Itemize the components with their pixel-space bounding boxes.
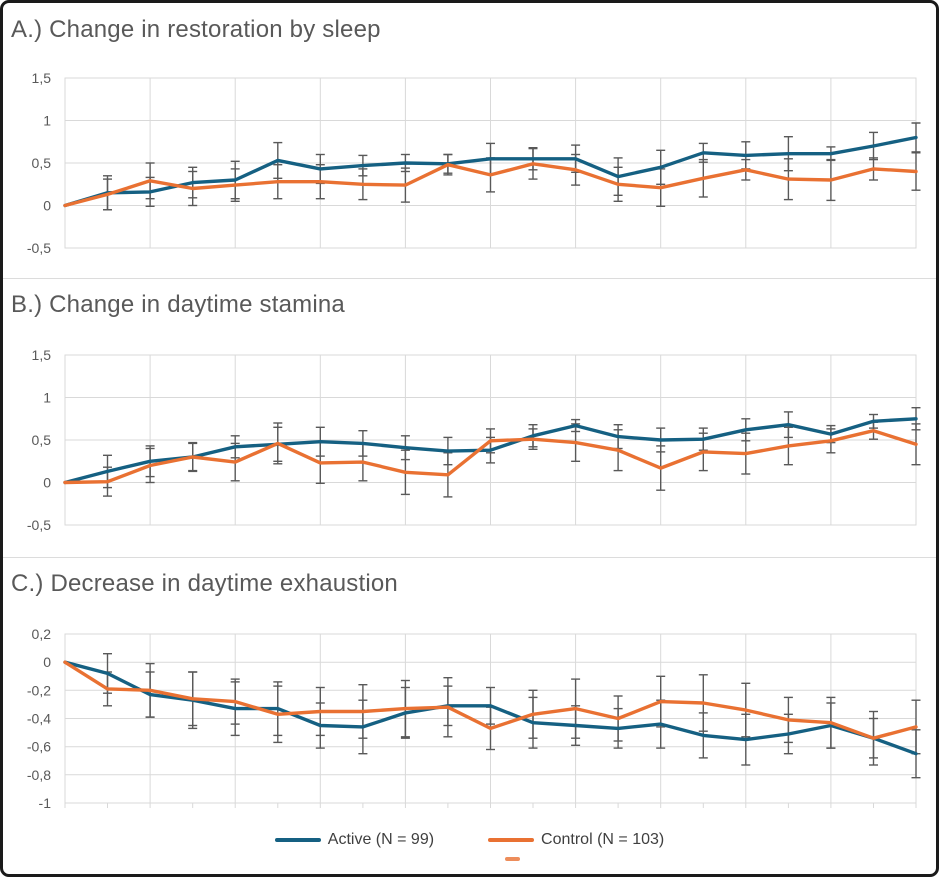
series-line-control xyxy=(63,660,918,740)
chart-exhaustion-plot: 0,2 0 -0,2 -0,4 -0,6 -0,8 -1 xyxy=(27,626,921,811)
panel-separator xyxy=(3,557,936,558)
svg-text:-1: -1 xyxy=(39,795,52,811)
series-line-control xyxy=(63,428,918,485)
chart-restoration-plot: 1,5 1 0,5 0 -0,5 xyxy=(27,70,921,256)
svg-text:-0,6: -0,6 xyxy=(27,739,51,755)
chart-legend: Active (N = 99) Control (N = 103) xyxy=(3,831,936,849)
series-line-active xyxy=(63,135,918,208)
series-line-control xyxy=(63,162,918,208)
series-line-active xyxy=(63,417,918,485)
panel-daytime-exhaustion: 0,2 0 -0,2 -0,4 -0,6 -0,8 -1 C.) Decrease in d… xyxy=(3,557,936,874)
legend-label-active: Active (N = 99) xyxy=(327,831,435,848)
svg-text:-0,5: -0,5 xyxy=(27,240,51,256)
svg-text:-0,5: -0,5 xyxy=(27,517,51,533)
svg-text:1: 1 xyxy=(43,113,51,129)
svg-text:0,2: 0,2 xyxy=(32,626,52,642)
svg-text:1,5: 1,5 xyxy=(32,347,52,363)
svg-text:-0,4: -0,4 xyxy=(27,711,51,727)
chart-title-restoration: A.) Change in restoration by sleep xyxy=(11,16,381,43)
active-line-swatch xyxy=(274,838,321,842)
series-line-active xyxy=(63,660,918,756)
chart-stamina-plot: 1,5 1 0,5 0 -0,5 xyxy=(27,347,921,533)
y-tick-labels: 0,2 0 -0,2 -0,4 -0,6 -0,8 -1 xyxy=(27,626,51,811)
legend-item-active: Active (N = 99) xyxy=(274,831,435,849)
svg-text:-0,2: -0,2 xyxy=(27,682,51,698)
svg-text:0,5: 0,5 xyxy=(32,432,52,448)
error-bars-control xyxy=(103,662,921,759)
panel-restoration-by-sleep: 1,5 1 0,5 0 -0,5 A.) Change in restoration b… xyxy=(3,3,936,278)
svg-text:0: 0 xyxy=(43,654,51,670)
svg-text:-0,8: -0,8 xyxy=(27,767,51,783)
error-bars-control xyxy=(103,147,921,211)
legend-label-control: Control (N = 103) xyxy=(541,831,665,848)
svg-text:1,5: 1,5 xyxy=(32,70,52,86)
svg-text:1: 1 xyxy=(43,390,51,406)
error-bars-active xyxy=(103,122,921,211)
svg-text:0: 0 xyxy=(43,475,51,491)
panel-daytime-stamina: 1,5 1 0,5 0 -0,5 B.) Change in daytime stami… xyxy=(3,278,936,557)
panel-separator xyxy=(3,278,936,279)
control-line-swatch xyxy=(488,838,535,842)
chart-title-exhaustion: C.) Decrease in daytime exhaustion xyxy=(11,570,398,597)
chart-title-stamina: B.) Change in daytime stamina xyxy=(11,291,345,318)
svg-text:0: 0 xyxy=(43,198,51,214)
x-tick-marks xyxy=(64,803,917,808)
y-tick-labels: 1,5 1 0,5 0 -0,5 xyxy=(27,70,51,256)
y-tick-labels: 1,5 1 0,5 0 -0,5 xyxy=(27,347,51,533)
svg-text:0,5: 0,5 xyxy=(32,155,52,171)
legend-item-control: Control (N = 103) xyxy=(488,831,664,849)
legend-stray-mark xyxy=(505,857,520,861)
